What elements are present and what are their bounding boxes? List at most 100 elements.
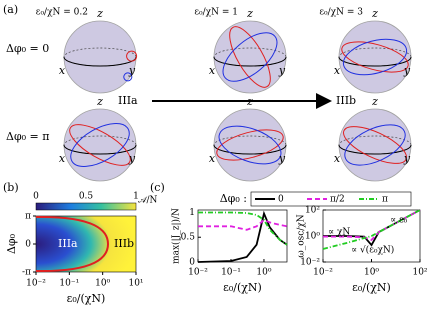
series-line	[322, 209, 421, 250]
series-line	[198, 211, 288, 246]
sphere	[213, 20, 287, 94]
panel-label: (a)	[3, 3, 18, 16]
trajectory	[222, 32, 278, 82]
y-tick-label: 10⁻²	[300, 258, 320, 268]
annotation: ∝ χN	[328, 228, 350, 238]
trajectory	[70, 123, 130, 167]
sphere	[213, 108, 287, 182]
axis-x: x	[334, 64, 341, 77]
y-tick-label: -π	[22, 268, 31, 278]
equator-front	[213, 56, 287, 67]
boundary	[35, 215, 110, 273]
y-label: ω_osc/χN	[297, 214, 307, 257]
y-tick-label: 1	[189, 208, 195, 218]
trajectory	[344, 124, 406, 166]
x-tick-label: 10⁻²	[188, 268, 208, 278]
x-tick-label: 10⁰	[256, 268, 271, 278]
trajectory	[218, 125, 282, 165]
colorbar	[35, 202, 137, 211]
heatmap	[35, 215, 137, 273]
annotation: ∝ √(ε₀χN)	[351, 245, 394, 256]
sphere	[63, 108, 137, 182]
axis-y: y	[278, 152, 286, 165]
x-tick-label: 10⁻²	[26, 279, 46, 289]
axis-z: z	[96, 7, 103, 20]
colorbar-tick: 1	[133, 192, 139, 202]
x-label: ε₀/(χN)	[352, 281, 391, 294]
sphere	[63, 20, 137, 94]
axis-z: z	[371, 7, 378, 20]
trajectory	[343, 126, 407, 164]
plot-frame	[197, 209, 288, 263]
trajectory	[229, 26, 271, 88]
axis-y: y	[403, 64, 411, 77]
row-header: Δφ₀ = 0	[6, 42, 49, 55]
trajectory	[126, 50, 138, 62]
y-label: Δφ₀	[5, 233, 18, 254]
legend-title: Δφ₀ :	[220, 192, 247, 205]
y-tick-label: 0	[25, 240, 31, 250]
x-label: ε₀/(χN)	[223, 281, 262, 294]
trajectory	[342, 38, 408, 76]
x-tick-label: 10²	[412, 268, 427, 278]
x-tick-label: 10⁰	[364, 268, 379, 278]
annotation: ∝ ε₀	[390, 216, 408, 226]
axis-z: z	[246, 7, 253, 20]
trajectory	[216, 129, 284, 161]
y-tick-label: 10⁰	[305, 232, 320, 242]
series-line	[197, 210, 288, 263]
y-tick-label: 10²	[305, 206, 320, 216]
colorbar-tick: 0.5	[79, 192, 94, 202]
axis-y: y	[128, 64, 136, 77]
sphere	[338, 20, 412, 94]
trajectory	[69, 124, 131, 166]
legend-entry: 0	[278, 195, 284, 205]
series-line	[323, 209, 421, 241]
equator-front	[338, 144, 412, 155]
column-header: ε₀/χN = 3	[319, 8, 363, 18]
x-tick-label: 10¹	[128, 279, 143, 289]
trajectory	[123, 72, 133, 82]
axis-z: z	[96, 95, 103, 108]
axis-y: y	[128, 152, 136, 165]
colorbar-tick: 0	[33, 192, 39, 202]
x-tick-label: 10⁻²	[313, 268, 333, 278]
phase-to: IIIb	[336, 94, 356, 107]
region-label: IIIb	[114, 237, 134, 250]
equator-front	[338, 56, 412, 67]
x-tick-label: 10⁻¹	[221, 268, 241, 278]
axis-x: x	[209, 64, 216, 77]
y-tick-label: 0.5	[181, 233, 196, 243]
legend-entry: π/2	[330, 195, 345, 205]
panel-label: (b)	[3, 181, 19, 194]
y-label: max(|J_z|)/N	[171, 208, 182, 264]
equator-front	[63, 144, 137, 155]
trajectory	[341, 41, 409, 73]
legend-box	[250, 191, 412, 207]
axis-y: y	[278, 64, 286, 77]
x-tick-label: 10⁻¹	[59, 279, 79, 289]
column-header: ε₀/χN = 0.2	[36, 8, 88, 18]
row-header: Δφ₀ = π	[6, 130, 50, 143]
axis-y: y	[403, 152, 411, 165]
axis-x: x	[334, 152, 341, 165]
legend-entry: π	[382, 195, 388, 205]
equator-front	[213, 144, 287, 155]
panel-label: (c)	[150, 181, 165, 194]
axis-x: x	[59, 152, 66, 165]
axis-x: x	[59, 64, 66, 77]
x-tick-label: 10⁰	[95, 279, 110, 289]
region-label: IIIa	[58, 237, 78, 250]
x-label: ε₀/(χN)	[67, 292, 106, 305]
phase-from: IIIa	[118, 94, 138, 107]
axis-x: x	[209, 152, 216, 165]
series-line	[198, 218, 288, 231]
y-tick-label: π	[25, 212, 31, 222]
y-tick-label: 0	[189, 258, 195, 268]
axis-z: z	[371, 95, 378, 108]
column-header: ε₀/χN = 1	[194, 8, 238, 18]
colorbar-label: 𝒜/N	[138, 196, 158, 206]
sphere	[338, 108, 412, 182]
